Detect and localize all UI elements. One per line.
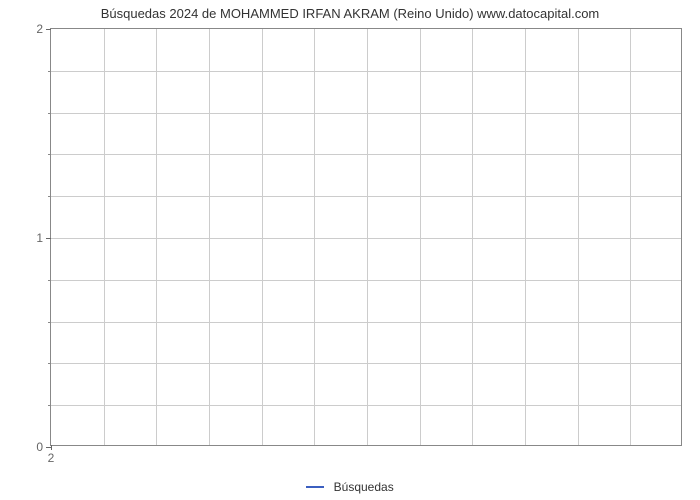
gridline-horizontal — [51, 196, 681, 197]
gridline-vertical — [367, 29, 368, 445]
gridline-horizontal — [51, 113, 681, 114]
y-tick-label: 2 — [36, 22, 43, 36]
gridline-horizontal — [51, 280, 681, 281]
gridline-horizontal — [51, 154, 681, 155]
y-tick-label: 1 — [36, 231, 43, 245]
legend-swatch — [306, 486, 324, 488]
y-minor-tick — [48, 405, 51, 406]
gridline-horizontal — [51, 71, 681, 72]
gridline-vertical — [420, 29, 421, 445]
gridline-vertical — [472, 29, 473, 445]
legend: Búsquedas — [0, 479, 700, 494]
gridline-vertical — [104, 29, 105, 445]
y-tick-mark — [46, 238, 51, 239]
chart-container: Búsquedas 2024 de MOHAMMED IRFAN AKRAM (… — [0, 0, 700, 500]
gridline-vertical — [578, 29, 579, 445]
gridline-horizontal — [51, 238, 681, 239]
y-minor-tick — [48, 363, 51, 364]
gridline-horizontal — [51, 363, 681, 364]
chart-title: Búsquedas 2024 de MOHAMMED IRFAN AKRAM (… — [0, 6, 700, 21]
y-minor-tick — [48, 280, 51, 281]
y-minor-tick — [48, 113, 51, 114]
gridline-vertical — [630, 29, 631, 445]
gridline-vertical — [314, 29, 315, 445]
plot-area: 0122 — [50, 28, 682, 446]
y-tick-label: 0 — [36, 440, 43, 454]
gridline-vertical — [525, 29, 526, 445]
gridline-horizontal — [51, 405, 681, 406]
gridline-vertical — [156, 29, 157, 445]
y-minor-tick — [48, 322, 51, 323]
x-tick-label: 2 — [48, 451, 55, 465]
gridline-horizontal — [51, 322, 681, 323]
legend-label: Búsquedas — [334, 480, 394, 494]
y-minor-tick — [48, 71, 51, 72]
x-tick-mark — [51, 445, 52, 450]
gridline-vertical — [209, 29, 210, 445]
y-tick-mark — [46, 29, 51, 30]
gridline-vertical — [262, 29, 263, 445]
y-minor-tick — [48, 196, 51, 197]
y-minor-tick — [48, 154, 51, 155]
